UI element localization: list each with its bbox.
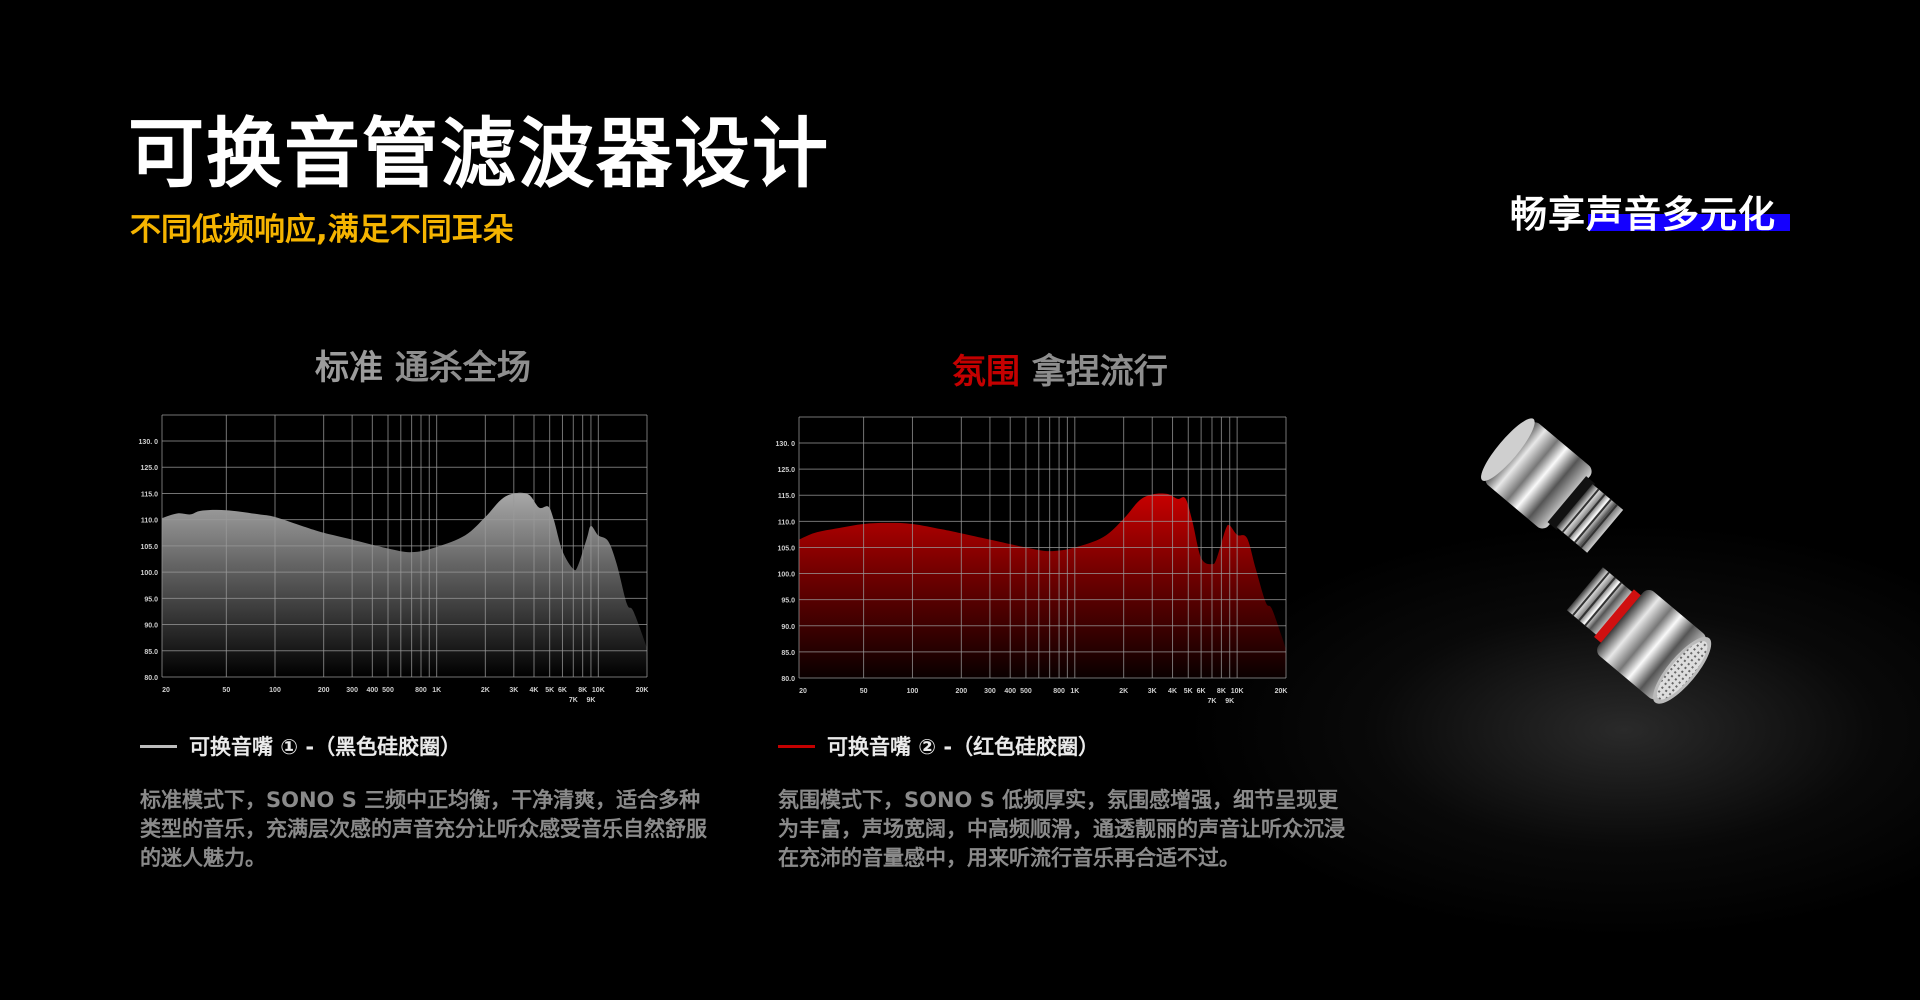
chart-title-standard: 标准 通杀全场 bbox=[315, 340, 531, 389]
chart-2: 80.0 85.0 90.0 95.0 100.0 105.0 110.0 115.0 125.… bbox=[776, 416, 1288, 705]
x-tick-label: 50 bbox=[860, 688, 868, 695]
x-tick-label: 5K bbox=[1184, 688, 1193, 695]
x-tick-label: 4K bbox=[1168, 688, 1177, 695]
legend-line bbox=[778, 744, 815, 748]
y-tick-label: 100.0 bbox=[777, 572, 795, 579]
x-tick-label: 7K bbox=[1208, 698, 1217, 705]
y-tick-label: 105.0 bbox=[140, 544, 158, 551]
y-tick-label: 95.0 bbox=[144, 596, 158, 603]
legend-line bbox=[140, 744, 177, 748]
x-tick-label: 100 bbox=[269, 687, 281, 694]
x-tick-label: 400 bbox=[366, 687, 378, 694]
x-tick-label: 300 bbox=[346, 687, 358, 694]
x-tick-label: 800 bbox=[415, 687, 427, 694]
y-tick-label: 100.0 bbox=[140, 570, 158, 577]
x-tick-label: 3K bbox=[509, 687, 518, 694]
y-tick-label: 85.0 bbox=[781, 650, 795, 657]
x-tick-label: 20 bbox=[799, 688, 807, 695]
description-ambience: 氛围模式下，SONO S 低频厚实，氛围感增强，细节呈现更为丰富，声场宽阔，中高… bbox=[778, 788, 1345, 870]
x-tick-label: 8K bbox=[578, 687, 587, 694]
y-tick-label: 110.0 bbox=[778, 519, 795, 526]
x-tick-label: 2K bbox=[1119, 688, 1128, 695]
x-tick-label: 2K bbox=[481, 687, 490, 694]
tagline-highlight-bar bbox=[1588, 214, 1790, 231]
y-tick-label: 125.0 bbox=[140, 465, 158, 472]
chart-title-part1: 标准 bbox=[315, 348, 383, 388]
y-tick-label: 125.0 bbox=[777, 467, 795, 474]
nozzle-red bbox=[1566, 567, 1712, 704]
chart-title-part2: 通杀全场 bbox=[394, 348, 531, 388]
y-tick-label: 80.0 bbox=[144, 675, 158, 682]
y-tick-label: 110.0 bbox=[141, 518, 158, 525]
chart-1: 80.0 85.0 90.0 95.0 100.0 105.0 110.0 115.0 125.… bbox=[139, 414, 649, 704]
y-tick-label: 90.0 bbox=[781, 624, 795, 631]
chart-title-ambience: 氛围 拿捏流行 bbox=[952, 344, 1168, 393]
x-tick-label: 1K bbox=[1070, 688, 1079, 695]
tagline-block: 畅享声音多元化 bbox=[1510, 184, 1790, 238]
background-glow bbox=[1180, 520, 1920, 940]
nozzle-black bbox=[1481, 418, 1624, 553]
page-title: 可换音管滤波器设计 bbox=[128, 109, 830, 198]
response-area bbox=[799, 493, 1286, 678]
chart-title-part2: 拿捏流行 bbox=[1031, 352, 1168, 392]
nozzle-product-image bbox=[1481, 418, 1712, 704]
description-standard: 标准模式下，SONO S 三频中正均衡，干净清爽，适合多种类型的音乐，充满层次感… bbox=[140, 788, 707, 870]
x-tick-label: 300 bbox=[984, 688, 996, 695]
x-tick-label: 10K bbox=[592, 687, 605, 694]
y-tick-label: 130. 0 bbox=[776, 441, 796, 448]
x-tick-label: 3K bbox=[1148, 688, 1157, 695]
x-tick-label: 100 bbox=[907, 688, 919, 695]
x-tick-label: 20K bbox=[1275, 688, 1288, 695]
y-tick-label: 130. 0 bbox=[139, 439, 159, 446]
y-tick-label: 80.0 bbox=[781, 676, 795, 683]
chart-title-part1: 氛围 bbox=[952, 352, 1020, 392]
y-tick-label: 105.0 bbox=[777, 545, 795, 552]
y-tick-label: 95.0 bbox=[781, 598, 795, 605]
x-tick-label: 20 bbox=[162, 687, 170, 694]
x-tick-label: 10K bbox=[1231, 688, 1244, 695]
x-tick-label: 4K bbox=[530, 687, 539, 694]
x-tick-label: 7K bbox=[569, 697, 578, 704]
x-tick-label: 20K bbox=[636, 687, 649, 694]
y-tick-label: 85.0 bbox=[144, 649, 158, 656]
x-tick-label: 9K bbox=[1225, 698, 1234, 705]
x-tick-label: 500 bbox=[1020, 688, 1032, 695]
legend-label: 可换音嘴 ① -（黑色硅胶圈） bbox=[189, 735, 462, 759]
x-tick-label: 5K bbox=[545, 687, 554, 694]
x-tick-label: 6K bbox=[558, 687, 567, 694]
tagline: 畅享声音多元化 bbox=[1510, 193, 1776, 236]
legend-nozzle-1: 可换音嘴 ① -（黑色硅胶圈） bbox=[140, 731, 461, 761]
x-tick-label: 400 bbox=[1004, 688, 1016, 695]
legend-label: 可换音嘴 ② -（红色硅胶圈） bbox=[827, 735, 1100, 759]
x-tick-label: 9K bbox=[586, 697, 595, 704]
y-tick-label: 115.0 bbox=[141, 491, 158, 498]
response-area bbox=[162, 492, 647, 677]
x-tick-label: 200 bbox=[955, 688, 967, 695]
page-subtitle: 不同低频响应,满足不同耳朵 bbox=[130, 212, 514, 248]
x-tick-label: 50 bbox=[222, 687, 230, 694]
legend-nozzle-2: 可换音嘴 ② -（红色硅胶圈） bbox=[778, 731, 1099, 761]
x-tick-label: 500 bbox=[382, 687, 394, 694]
x-tick-label: 8K bbox=[1217, 688, 1226, 695]
x-tick-label: 200 bbox=[318, 687, 330, 694]
y-tick-label: 115.0 bbox=[778, 493, 795, 500]
x-tick-label: 800 bbox=[1053, 688, 1065, 695]
x-tick-label: 6K bbox=[1197, 688, 1206, 695]
y-tick-label: 90.0 bbox=[144, 623, 158, 630]
x-tick-label: 1K bbox=[432, 687, 441, 694]
